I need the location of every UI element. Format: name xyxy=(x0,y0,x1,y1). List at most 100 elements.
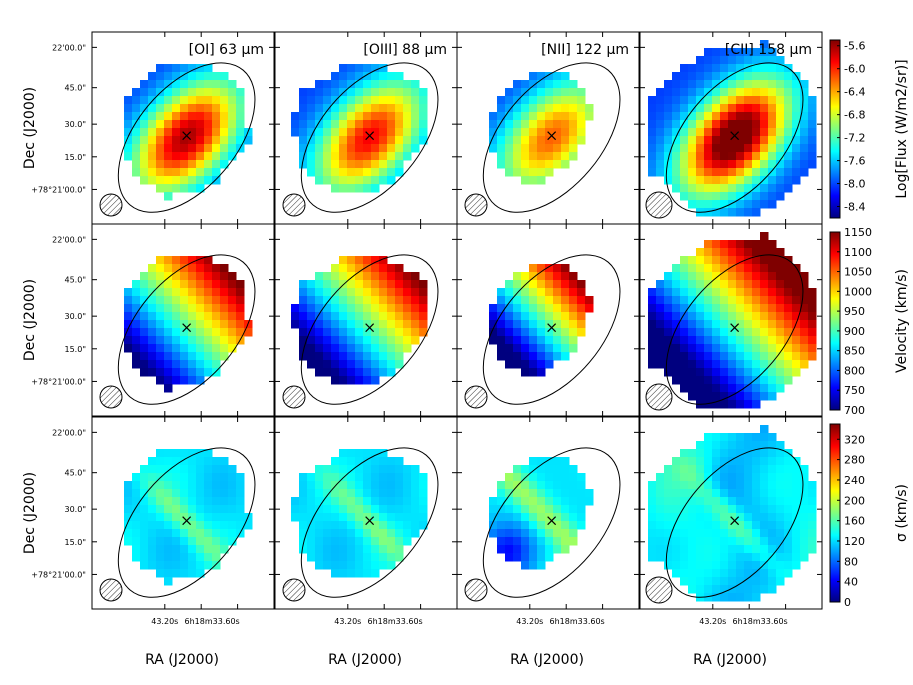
x-axis-label: RA (J2000) xyxy=(693,652,767,668)
map-pixels xyxy=(124,256,253,393)
axis-ticks xyxy=(640,224,822,416)
y-tick-label: 45.0" xyxy=(65,276,87,285)
axis-ticks xyxy=(457,224,639,416)
map-pixels xyxy=(291,64,428,193)
y-tick-label: 15.0" xyxy=(65,538,87,547)
panel-title: [NII] 122 μm xyxy=(541,42,629,58)
y-axis-label: Dec (J2000) xyxy=(22,472,38,554)
panel-frame xyxy=(639,416,823,610)
colorbar-tick-label: 240 xyxy=(844,474,865,487)
colorbar-tick-label: 40 xyxy=(844,576,858,589)
galaxy-ellipse xyxy=(665,62,804,213)
beam-icon xyxy=(645,383,673,411)
colorbar-tick-label: 120 xyxy=(844,535,865,548)
colorbar-tick-label: -7.6 xyxy=(844,155,865,168)
y-axis-label: Dec (J2000) xyxy=(22,279,38,361)
y-tick-label: +78°21'00.0" xyxy=(31,185,86,194)
map-pixels xyxy=(291,256,428,385)
colorbar-gradient xyxy=(829,231,841,411)
x-tick-label: 43.20s xyxy=(516,617,543,626)
map-panel xyxy=(91,223,275,417)
panel-title: [OIII] 88 μm xyxy=(363,42,447,58)
panel-title: [CII] 158 μm xyxy=(725,42,812,58)
center-cross-icon xyxy=(182,516,192,526)
x-tick-label: 6h18m33.60s xyxy=(733,617,788,626)
y-tick-label: 15.0" xyxy=(65,153,87,162)
map-panel xyxy=(639,223,823,417)
map-panel: [OIII] 88 μm xyxy=(274,31,458,225)
map-panel xyxy=(274,223,458,417)
colorbar-tick-label: -6.8 xyxy=(844,109,865,122)
colorbar-label: Log[Flux (W/m2/sr)] xyxy=(894,59,910,198)
panel-grid: [OI] 63 μm 22'00.0" 45.0" 30.0" 15.0" +78°21'… xyxy=(31,31,823,626)
panel-title: [OI] 63 μm xyxy=(189,42,264,58)
colorbar-tick-label: 320 xyxy=(844,433,865,446)
colorbar-tick-label: -8.4 xyxy=(844,201,865,214)
colorbar-tick-label: 900 xyxy=(844,325,865,338)
axis-ticks xyxy=(640,417,822,609)
y-tick-label: 45.0" xyxy=(65,469,87,478)
x-tick-label: 43.20s xyxy=(334,617,361,626)
colorbar-tick-label: 0 xyxy=(844,596,851,609)
beam-icon xyxy=(282,385,306,409)
galaxy-ellipse xyxy=(665,447,804,598)
x-axis-label: RA (J2000) xyxy=(510,652,584,668)
axis-ticks xyxy=(640,32,822,224)
beam-icon xyxy=(464,578,488,602)
map-pixels xyxy=(124,449,253,586)
colorbar-tick-label: 1000 xyxy=(844,285,872,298)
colorbar-tick-label: 1150 xyxy=(844,226,872,239)
colorbars: -5.6 -6.0 -6.4 -6.8 -7.2 -7.6 -8.0 -8.4 Log[Flux… xyxy=(829,39,910,609)
colorbar: -5.6 -6.0 -6.4 -6.8 -7.2 -7.6 -8.0 -8.4 Log[Flux… xyxy=(829,39,910,219)
axis-ticks xyxy=(92,417,274,609)
beam-icon xyxy=(99,578,123,602)
map-pixels xyxy=(291,449,428,578)
beam-icon xyxy=(99,385,123,409)
axis-ticks xyxy=(92,32,274,224)
galaxy-ellipse xyxy=(300,447,439,598)
galaxy-ellipse xyxy=(300,254,439,405)
colorbar-tick-label: 950 xyxy=(844,305,865,318)
beam-icon xyxy=(464,385,488,409)
y-tick-label: +78°21'00.0" xyxy=(31,570,86,579)
galaxy-ellipse xyxy=(117,62,256,213)
y-tick-label: 30.0" xyxy=(65,312,87,321)
colorbar-tick-label: 800 xyxy=(844,364,865,377)
map-panel xyxy=(274,416,458,610)
axis-ticks xyxy=(457,32,639,224)
colorbar-tick-label: 750 xyxy=(844,384,865,397)
y-tick-label: +78°21'00.0" xyxy=(31,377,86,386)
y-tick-label: 30.0" xyxy=(65,120,87,129)
panel-frame xyxy=(456,223,640,417)
x-tick-label: 43.20s xyxy=(699,617,726,626)
axis-ticks xyxy=(92,224,274,416)
colorbar-label: Velocity (km/s) xyxy=(894,269,910,373)
beam-icon xyxy=(99,193,123,217)
galaxy-ellipse xyxy=(117,447,256,598)
center-cross-icon xyxy=(365,131,375,141)
panel-frame xyxy=(91,416,275,610)
axis-ticks xyxy=(275,417,457,609)
colorbar-tick-label: -5.6 xyxy=(844,40,865,53)
galaxy-ellipse xyxy=(482,447,621,598)
galaxy-ellipse xyxy=(665,254,804,405)
y-tick-label: 22'00.0" xyxy=(52,428,86,437)
colorbar-gradient xyxy=(829,423,841,603)
y-tick-label: 30.0" xyxy=(65,505,87,514)
center-cross-icon xyxy=(547,131,557,141)
colorbar-tick-label: 160 xyxy=(844,515,865,528)
colorbar-label: σ (km/s) xyxy=(894,484,910,542)
y-axis-label: Dec (J2000) xyxy=(22,87,38,169)
y-tick-label: 15.0" xyxy=(65,345,87,354)
beam-icon xyxy=(282,193,306,217)
y-tick-label: 22'00.0" xyxy=(52,43,86,52)
map-pixels xyxy=(489,264,594,377)
map-panel: [NII] 122 μm xyxy=(456,31,640,225)
x-axis-label: RA (J2000) xyxy=(145,652,219,668)
axis-ticks xyxy=(275,224,457,416)
colorbar-tick-label: -8.0 xyxy=(844,178,865,191)
colorbar-tick-label: -7.2 xyxy=(844,132,865,145)
x-tick-label: 6h18m33.60s xyxy=(368,617,423,626)
galaxy-ellipse xyxy=(117,254,256,405)
map-panel xyxy=(91,416,275,610)
